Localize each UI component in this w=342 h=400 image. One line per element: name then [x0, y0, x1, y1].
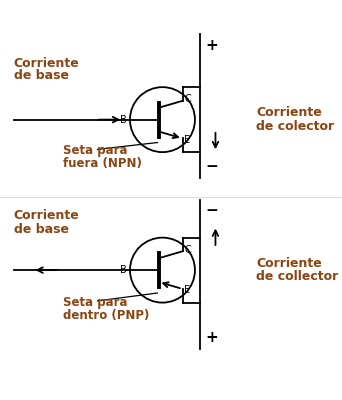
Text: B: B [120, 115, 127, 125]
Text: E: E [184, 285, 190, 295]
Text: −: − [205, 204, 218, 218]
Text: B: B [120, 265, 127, 275]
Text: Corriente: Corriente [14, 209, 79, 222]
Text: Seta para: Seta para [63, 144, 128, 157]
Text: de base: de base [14, 69, 69, 82]
Text: Corriente: Corriente [256, 257, 322, 270]
Text: −: − [205, 159, 218, 174]
Text: de collector: de collector [256, 270, 339, 284]
Text: de base: de base [14, 222, 69, 236]
Text: de colector: de colector [256, 120, 334, 133]
Text: dentro (PNP): dentro (PNP) [63, 309, 150, 322]
Text: Corriente: Corriente [256, 106, 322, 119]
Text: fuera (NPN): fuera (NPN) [63, 156, 142, 170]
Text: E: E [184, 135, 190, 145]
Text: Seta para: Seta para [63, 296, 128, 309]
Text: C: C [184, 245, 191, 255]
Text: +: + [205, 330, 218, 345]
Text: C: C [184, 94, 191, 104]
Text: +: + [205, 38, 218, 52]
Text: Corriente: Corriente [14, 57, 79, 70]
